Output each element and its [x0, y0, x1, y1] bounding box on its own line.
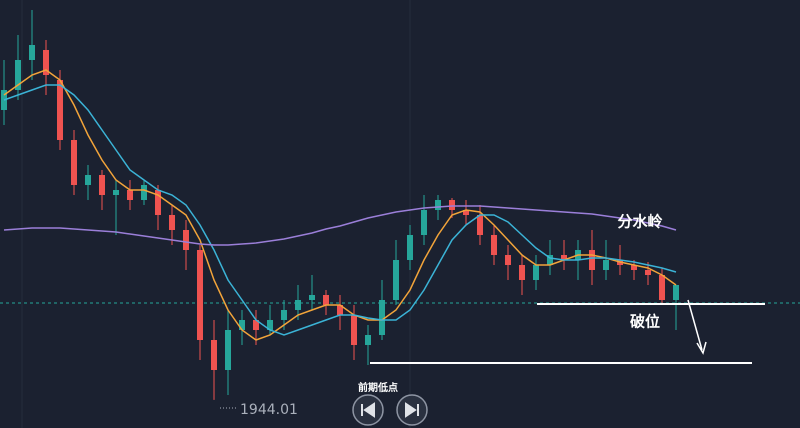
candle-body	[449, 200, 455, 210]
candle-body	[113, 190, 119, 195]
candle-body	[169, 215, 175, 230]
candle-body	[281, 310, 287, 320]
moving-average-line	[3, 205, 677, 246]
candle-body	[435, 200, 441, 210]
candle-body	[351, 315, 357, 345]
candle-body	[337, 305, 343, 315]
button-icon	[361, 402, 375, 418]
candle-body	[477, 215, 483, 235]
button-icon	[405, 402, 419, 418]
candle-body	[253, 320, 259, 330]
candle-body	[85, 175, 91, 185]
candle-body	[407, 235, 413, 260]
candle-body	[379, 300, 385, 335]
candle-body	[43, 50, 49, 75]
candle-body	[463, 210, 469, 215]
candle-body	[519, 265, 525, 280]
candle-body	[15, 60, 21, 90]
arrow-shaft	[687, 299, 703, 351]
candle-body	[393, 260, 399, 300]
candle-body	[141, 185, 147, 200]
candle-body	[183, 230, 189, 250]
candle-body	[533, 265, 539, 280]
candle-body	[631, 265, 637, 270]
low-label: 1944.01	[240, 402, 298, 418]
candle-body	[421, 210, 427, 235]
candle-body	[155, 190, 161, 215]
candle-body	[365, 335, 371, 345]
candle-body	[309, 295, 315, 300]
candle-body	[197, 250, 203, 340]
candle-body	[57, 80, 63, 140]
arrow-head	[696, 341, 707, 355]
prev-button[interactable]	[352, 394, 384, 426]
annotation: 分水岭	[617, 213, 662, 231]
candle-body	[505, 255, 511, 265]
moving-average-line	[3, 84, 677, 336]
candle-body	[71, 140, 77, 185]
candle-body	[323, 295, 329, 305]
candle-body	[561, 255, 567, 260]
candle-body	[491, 235, 497, 255]
candle-body	[29, 45, 35, 60]
candle-body	[645, 270, 651, 275]
candle-body	[603, 260, 609, 270]
annotation: 破位	[630, 313, 660, 331]
candle-body	[673, 285, 679, 300]
next-button[interactable]	[396, 394, 428, 426]
candle-body	[589, 250, 595, 270]
candle-body	[659, 275, 665, 300]
candle-body	[547, 255, 553, 265]
candle-body	[225, 330, 231, 370]
candle-body	[127, 190, 133, 200]
candle-body	[267, 320, 273, 330]
candle-body	[211, 340, 217, 370]
candle-body	[295, 300, 301, 310]
annotation: 前期低点	[358, 381, 398, 394]
candle-body	[239, 320, 245, 330]
candle-body	[99, 175, 105, 195]
